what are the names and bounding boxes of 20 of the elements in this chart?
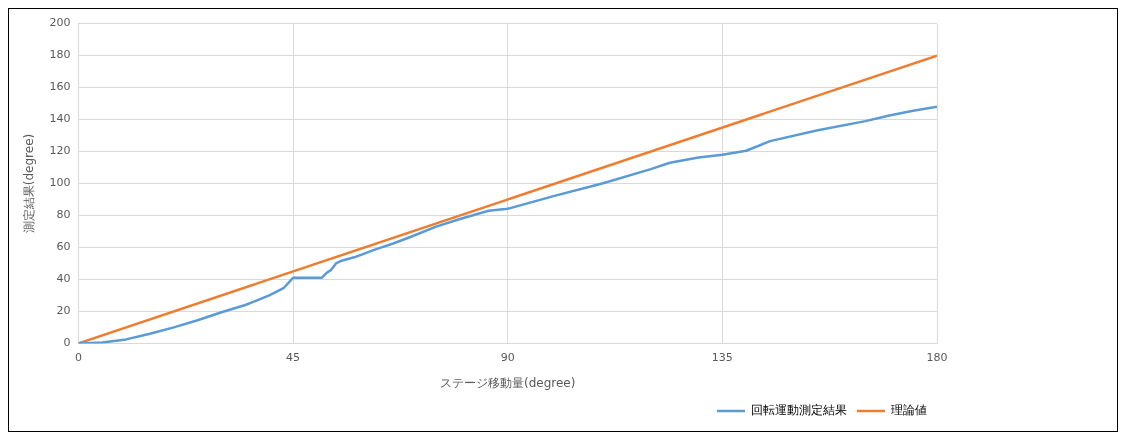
- legend-label: 理論値: [891, 403, 927, 418]
- x-tick-label: 135: [711, 350, 733, 364]
- legend-label: 回転運動測定結果: [751, 403, 847, 418]
- y-tick-label: 120: [49, 144, 71, 158]
- y-tick-label: 80: [56, 208, 71, 222]
- x-tick-label: 45: [286, 350, 301, 364]
- x-tick-label: 0: [74, 350, 82, 364]
- x-axis-title: ステージ移動量(degree): [439, 375, 576, 390]
- x-tick-label: 90: [500, 350, 515, 364]
- y-tick-label: 140: [49, 112, 71, 126]
- y-tick-label: 200: [49, 16, 71, 30]
- y-tick-label: 180: [49, 48, 71, 62]
- y-tick-label: 160: [49, 80, 71, 94]
- x-tick-label: 180: [926, 350, 948, 364]
- y-tick-label: 0: [63, 336, 71, 350]
- y-axis-title: 測定結果(degree): [22, 133, 37, 234]
- y-tick-label: 60: [56, 240, 71, 254]
- y-tick-label: 40: [56, 272, 71, 286]
- y-tick-label: 100: [49, 176, 71, 190]
- y-tick-label: 20: [56, 304, 71, 318]
